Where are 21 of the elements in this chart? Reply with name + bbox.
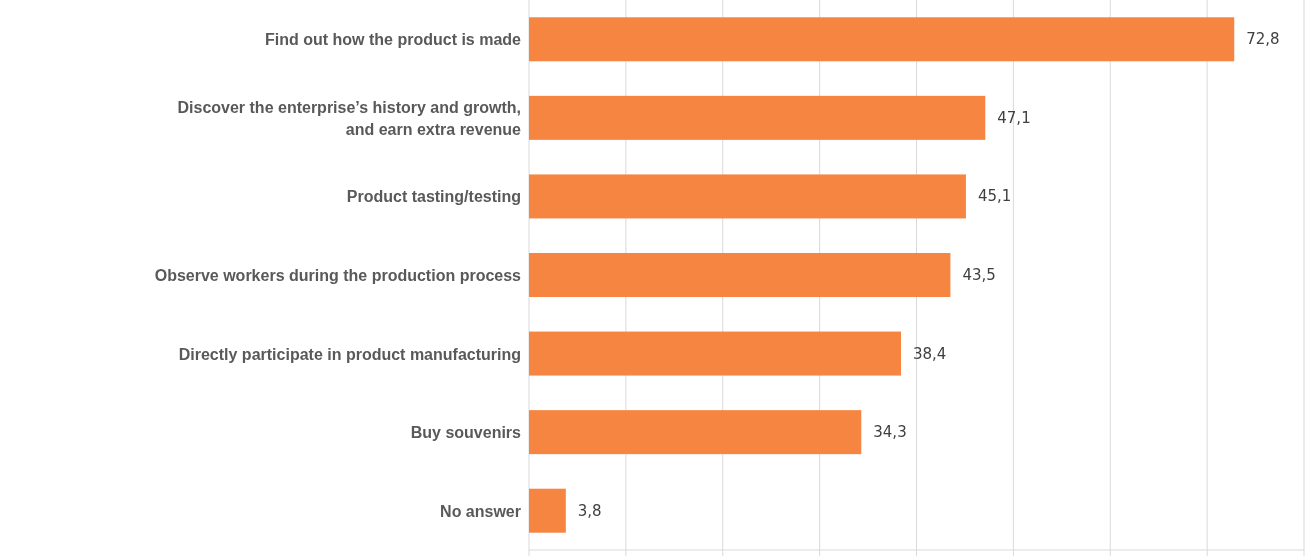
data-label: 43,5 <box>962 266 996 284</box>
y-tick-label: Discover the enterprise’s history and growth, and earn extra revenue <box>177 98 522 138</box>
data-label: 38,4 <box>913 344 947 363</box>
bar <box>529 17 1235 62</box>
data-label: 47,1 <box>997 108 1031 127</box>
bar <box>529 253 951 297</box>
bar <box>529 331 901 376</box>
y-tick-label: Product tasting/testing <box>346 188 521 206</box>
y-tick-label: Observe workers during the production process <box>154 267 522 284</box>
y-tick-label: Buy souvenirs <box>410 424 522 442</box>
data-label: 3,8 <box>577 501 602 520</box>
bar <box>529 95 986 140</box>
y-tick-label: Directly participate in product manufacturing <box>178 345 521 363</box>
data-label: 34,3 <box>873 423 907 442</box>
y-tick-label: No answer <box>440 502 521 520</box>
data-label: 45,1 <box>977 187 1012 206</box>
bar <box>529 488 566 533</box>
bar <box>529 174 966 219</box>
data-label: 72,8 <box>1246 30 1280 49</box>
y-tick-label: Find out how the product is made <box>265 31 522 49</box>
bar <box>529 410 862 455</box>
